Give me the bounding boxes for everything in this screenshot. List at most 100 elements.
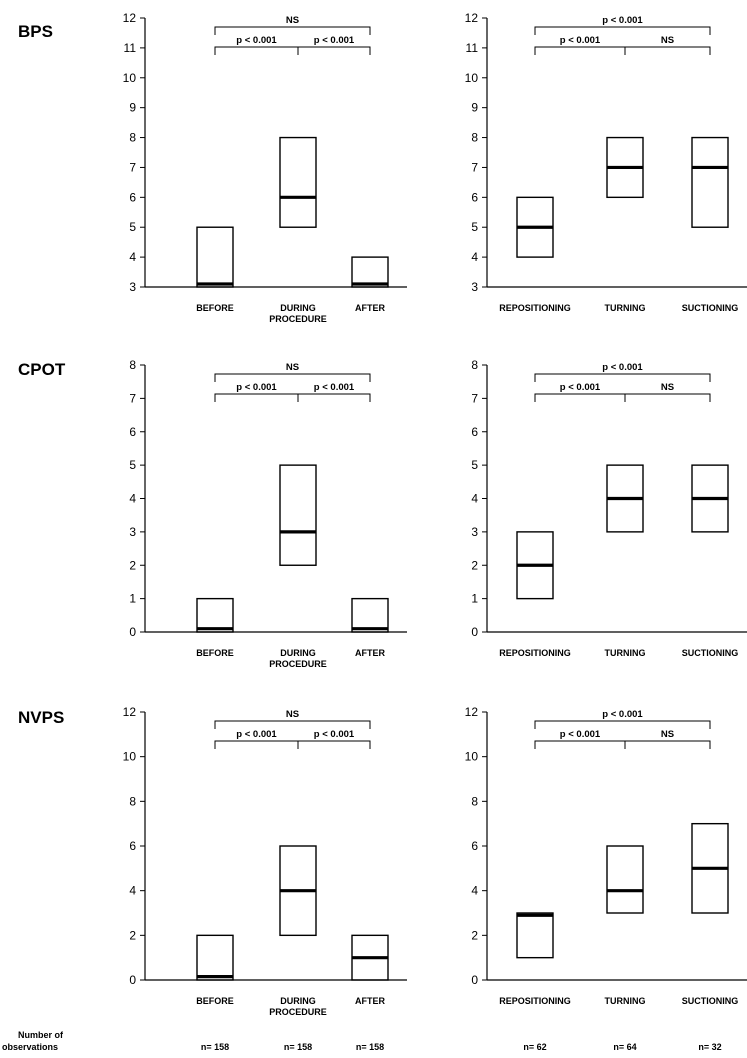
- significance-label: NS: [661, 729, 674, 740]
- y-tick-label: 10: [123, 71, 137, 85]
- box: [279, 136, 317, 228]
- significance-label: NS: [286, 15, 299, 26]
- significance-bracket: [297, 393, 371, 402]
- significance-bracket: [624, 46, 711, 55]
- significance-bracket: [534, 393, 626, 402]
- significance-bracket: [214, 720, 371, 729]
- y-tick-label: 4: [471, 250, 478, 264]
- significance-label: p < 0.001: [314, 35, 355, 46]
- y-tick-label: 8: [129, 131, 136, 145]
- y-tick-label: 3: [129, 280, 136, 294]
- y-tick-label: 6: [129, 425, 136, 439]
- y-tick-label: 4: [471, 492, 478, 506]
- box: [351, 597, 389, 633]
- y-tick-label: 11: [466, 41, 479, 55]
- y-tick-label: 3: [129, 525, 136, 539]
- y-tick-label: 8: [471, 131, 478, 145]
- y-tick-label: 0: [129, 973, 136, 987]
- significance-bracket: [214, 393, 299, 402]
- category-label: REPOSITIONING: [499, 996, 571, 1006]
- category-label: PROCEDURE: [269, 314, 327, 324]
- box: [196, 226, 234, 288]
- category-label: AFTER: [355, 648, 385, 658]
- significance-bracket: [534, 373, 711, 382]
- category-label: SUCTIONING: [682, 648, 739, 658]
- category-label: BEFORE: [196, 648, 234, 658]
- significance-label: p < 0.001: [236, 729, 277, 740]
- y-tick-label: 0: [129, 625, 136, 639]
- category-label: TURNING: [605, 648, 646, 658]
- y-tick-label: 4: [471, 884, 478, 898]
- y-tick-label: 2: [471, 928, 478, 942]
- significance-label: p < 0.001: [602, 15, 643, 26]
- y-tick-label: 12: [465, 705, 479, 719]
- significance-bracket: [534, 46, 626, 55]
- category-label: DURING: [280, 648, 316, 658]
- box: [606, 845, 644, 914]
- y-tick-label: 6: [471, 190, 478, 204]
- significance-bracket: [214, 26, 371, 35]
- panel-3: 0 1 2 3 4 5 6 7 8 REPOSITIONING TURNING SUCTIONING p…: [471, 358, 747, 658]
- category-label: PROCEDURE: [269, 659, 327, 669]
- y-tick-label: 8: [129, 358, 136, 372]
- category-label: TURNING: [605, 996, 646, 1006]
- significance-bracket: [214, 373, 371, 382]
- observations-label: Number of: [18, 1030, 64, 1040]
- significance-label: p < 0.001: [602, 709, 643, 720]
- panel-label: CPOT: [18, 360, 66, 379]
- observation-count: n= 158: [356, 1042, 384, 1052]
- y-tick-label: 10: [123, 750, 137, 764]
- box: [691, 136, 729, 228]
- box: [279, 464, 317, 566]
- significance-label: p < 0.001: [560, 729, 601, 740]
- significance-label: p < 0.001: [236, 382, 277, 393]
- category-label: DURING: [280, 303, 316, 313]
- panel-label: NVPS: [18, 708, 64, 727]
- y-tick-label: 5: [129, 458, 136, 472]
- panel-1: 3 4 5 6 7 8 9 10 11 12 REPOSITIONING TURNING SUCTION…: [465, 11, 747, 313]
- observation-count: n= 62: [523, 1042, 546, 1052]
- significance-bracket: [534, 740, 626, 749]
- y-tick-label: 4: [129, 492, 136, 506]
- box: [516, 912, 554, 959]
- observation-count: n= 158: [201, 1042, 229, 1052]
- observations-label: observations: [2, 1042, 58, 1052]
- y-tick-label: 3: [471, 525, 478, 539]
- category-label: REPOSITIONING: [499, 648, 571, 658]
- y-tick-label: 2: [129, 558, 136, 572]
- box: [196, 934, 234, 981]
- panel-label: BPS: [18, 22, 53, 41]
- y-tick-label: 12: [465, 11, 479, 25]
- observation-count: n= 32: [698, 1042, 721, 1052]
- y-tick-label: 11: [124, 41, 137, 55]
- category-label: BEFORE: [196, 303, 234, 313]
- significance-bracket: [534, 26, 711, 35]
- significance-bracket: [534, 720, 711, 729]
- category-label: SUCTIONING: [682, 303, 739, 313]
- y-tick-label: 12: [123, 11, 137, 25]
- category-label: SUCTIONING: [682, 996, 739, 1006]
- significance-label: p < 0.001: [236, 35, 277, 46]
- y-tick-label: 4: [129, 250, 136, 264]
- box: [351, 256, 389, 288]
- y-tick-label: 7: [471, 391, 478, 405]
- significance-bracket: [297, 46, 371, 55]
- category-label: AFTER: [355, 996, 385, 1006]
- observations-row: Number of observations n= 158 n= 158 n= 158 n…: [2, 1030, 722, 1052]
- y-tick-label: 12: [123, 705, 137, 719]
- y-tick-label: 7: [471, 160, 478, 174]
- y-tick-label: 6: [129, 190, 136, 204]
- y-tick-label: 3: [471, 280, 478, 294]
- significance-label: NS: [661, 382, 674, 393]
- y-tick-label: 4: [129, 884, 136, 898]
- y-tick-label: 7: [129, 160, 136, 174]
- y-tick-label: 5: [471, 458, 478, 472]
- y-tick-label: 1: [471, 592, 478, 606]
- y-tick-label: 7: [129, 391, 136, 405]
- y-tick-label: 9: [129, 101, 136, 115]
- observation-count: n= 158: [284, 1042, 312, 1052]
- category-label: DURING: [280, 996, 316, 1006]
